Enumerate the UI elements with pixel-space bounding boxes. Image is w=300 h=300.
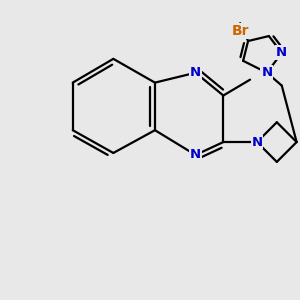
Text: N: N [276,46,287,59]
Text: N: N [190,66,201,79]
Text: N: N [261,66,272,79]
Text: N: N [251,136,262,148]
Text: N: N [190,148,201,161]
Text: Br: Br [231,24,249,38]
